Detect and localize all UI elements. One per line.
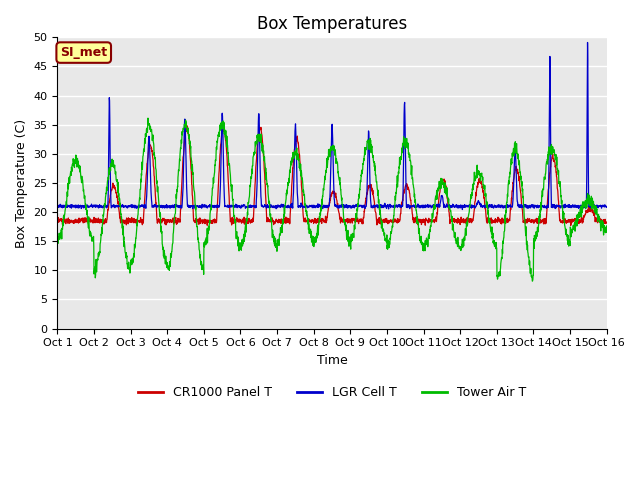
CR1000 Panel T	[603, 220, 611, 226]
CR1000 Panel T	[360, 213, 368, 219]
LGR Cell T	[584, 39, 591, 45]
Title: Box Temperatures: Box Temperatures	[257, 15, 407, 33]
CR1000 Panel T	[570, 217, 578, 223]
Line: Tower Air T: Tower Air T	[58, 118, 607, 281]
X-axis label: Time: Time	[317, 354, 348, 367]
CR1000 Panel T	[54, 216, 61, 221]
Legend: CR1000 Panel T, LGR Cell T, Tower Air T: CR1000 Panel T, LGR Cell T, Tower Air T	[133, 382, 531, 405]
Line: CR1000 Panel T: CR1000 Panel T	[58, 126, 607, 226]
Y-axis label: Box Temperature (C): Box Temperature (C)	[15, 119, 28, 248]
Tower Air T	[54, 236, 61, 242]
Tower Air T	[348, 238, 356, 243]
CR1000 Panel T	[554, 197, 562, 203]
LGR Cell T	[458, 207, 466, 213]
Tower Air T	[207, 205, 214, 211]
Tower Air T	[529, 278, 536, 284]
LGR Cell T	[492, 204, 500, 209]
CR1000 Panel T	[348, 216, 356, 221]
CR1000 Panel T	[207, 217, 214, 223]
Tower Air T	[570, 227, 578, 232]
LGR Cell T	[570, 204, 577, 210]
CR1000 Panel T	[492, 219, 500, 225]
LGR Cell T	[603, 204, 611, 209]
LGR Cell T	[348, 205, 356, 211]
CR1000 Panel T	[567, 223, 575, 228]
LGR Cell T	[360, 204, 367, 209]
Tower Air T	[492, 246, 500, 252]
LGR Cell T	[54, 204, 61, 210]
Line: LGR Cell T: LGR Cell T	[58, 42, 607, 210]
Tower Air T	[144, 115, 152, 121]
Tower Air T	[603, 223, 611, 229]
LGR Cell T	[207, 204, 214, 210]
Tower Air T	[555, 168, 563, 173]
Text: SI_met: SI_met	[60, 46, 108, 59]
LGR Cell T	[554, 204, 562, 209]
CR1000 Panel T	[183, 123, 191, 129]
Tower Air T	[360, 157, 368, 163]
